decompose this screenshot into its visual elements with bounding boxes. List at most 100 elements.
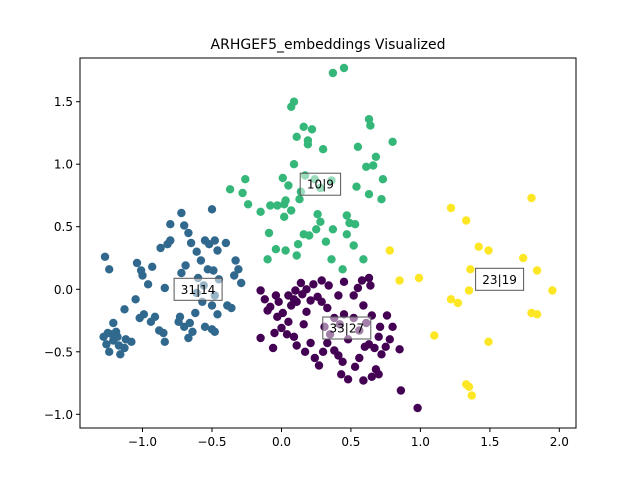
data-point [374, 332, 383, 341]
data-point [318, 347, 328, 356]
data-point [382, 311, 392, 320]
data-point [350, 362, 360, 371]
cluster-annotation-box [322, 316, 372, 340]
data-point [467, 391, 476, 400]
data-point [292, 132, 301, 141]
data-point [316, 217, 325, 226]
data-point [364, 115, 374, 124]
data-point [338, 265, 347, 274]
data-point [321, 237, 331, 246]
data-point [295, 195, 304, 204]
data-point [342, 230, 351, 239]
data-point [328, 68, 338, 78]
data-point [207, 205, 217, 214]
data-point [395, 276, 404, 285]
data-point [339, 310, 349, 319]
data-point [177, 208, 186, 218]
data-point [305, 231, 314, 240]
data-point [327, 255, 336, 264]
cluster-annotation-box [299, 172, 342, 196]
data-point [374, 370, 383, 379]
data-point [166, 236, 175, 245]
data-point [184, 228, 193, 238]
data-point [367, 372, 376, 381]
data-point [293, 240, 303, 249]
data-point [302, 307, 311, 316]
data-point [359, 376, 368, 385]
data-point [105, 265, 114, 274]
y-tick-label: 1.5 [54, 95, 73, 109]
data-point [462, 380, 471, 389]
data-point [396, 386, 406, 395]
data-point [369, 161, 378, 170]
cluster-annotation-box [173, 277, 223, 301]
data-point [446, 295, 456, 304]
data-point [357, 276, 367, 285]
data-point [148, 262, 157, 271]
data-point [263, 255, 272, 264]
data-point [264, 228, 274, 238]
data-point [271, 245, 281, 254]
data-point [306, 338, 315, 348]
data-point [213, 246, 222, 255]
data-point [100, 252, 110, 261]
data-point [532, 310, 542, 319]
data-point [353, 283, 363, 293]
data-point [175, 312, 185, 321]
data-point [362, 162, 371, 171]
data-point [192, 247, 201, 256]
data-point [352, 182, 361, 191]
data-point [289, 332, 299, 341]
x-axis: −1.0 −0.5 0.0 0.5 1.0 1.5 2.0 [128, 428, 569, 449]
x-tick-label: −1.0 [128, 435, 157, 449]
data-point [159, 328, 168, 338]
data-point [225, 185, 235, 194]
data-point [280, 200, 289, 209]
data-point [300, 347, 310, 356]
data-point [207, 301, 217, 310]
data-point [188, 327, 197, 336]
cluster-annotation-label: 10|9 [307, 178, 334, 192]
data-point [377, 350, 386, 359]
data-point [378, 175, 388, 184]
data-point [196, 256, 206, 265]
data-point [185, 318, 194, 328]
data-point [284, 317, 293, 326]
data-point [177, 268, 186, 278]
data-point [241, 175, 250, 184]
data-point [353, 142, 363, 151]
data-point [231, 256, 240, 265]
data-point [181, 261, 190, 270]
data-point [355, 353, 364, 363]
data-point [314, 361, 324, 370]
data-point [446, 203, 456, 213]
data-point [277, 323, 286, 333]
cluster-annotation-label: 31|14 [181, 283, 216, 297]
data-point [364, 190, 374, 199]
points-layer [99, 63, 557, 413]
data-point [307, 125, 317, 134]
data-point [339, 277, 349, 286]
chart-title: ARHGEF5_embeddings Visualized [211, 37, 446, 53]
data-point [109, 318, 118, 328]
data-point [385, 335, 394, 344]
data-point [350, 220, 360, 229]
data-point [292, 251, 301, 260]
data-point [99, 332, 108, 341]
data-point [278, 173, 287, 183]
data-point [243, 200, 253, 209]
data-point [256, 207, 265, 216]
data-point [359, 301, 368, 310]
data-point [213, 310, 222, 319]
data-point [289, 295, 299, 304]
cluster-annotation: 23|19 [475, 267, 525, 291]
data-point [138, 271, 147, 280]
data-point [120, 343, 129, 353]
data-point [313, 292, 322, 301]
data-point [385, 246, 394, 255]
data-point [349, 291, 358, 300]
data-point [256, 286, 265, 295]
cluster-annotation-label: 23|19 [482, 273, 517, 287]
data-point [156, 243, 165, 253]
y-axis: −1.0 −0.5 0.0 0.5 1.0 1.5 [44, 95, 80, 422]
